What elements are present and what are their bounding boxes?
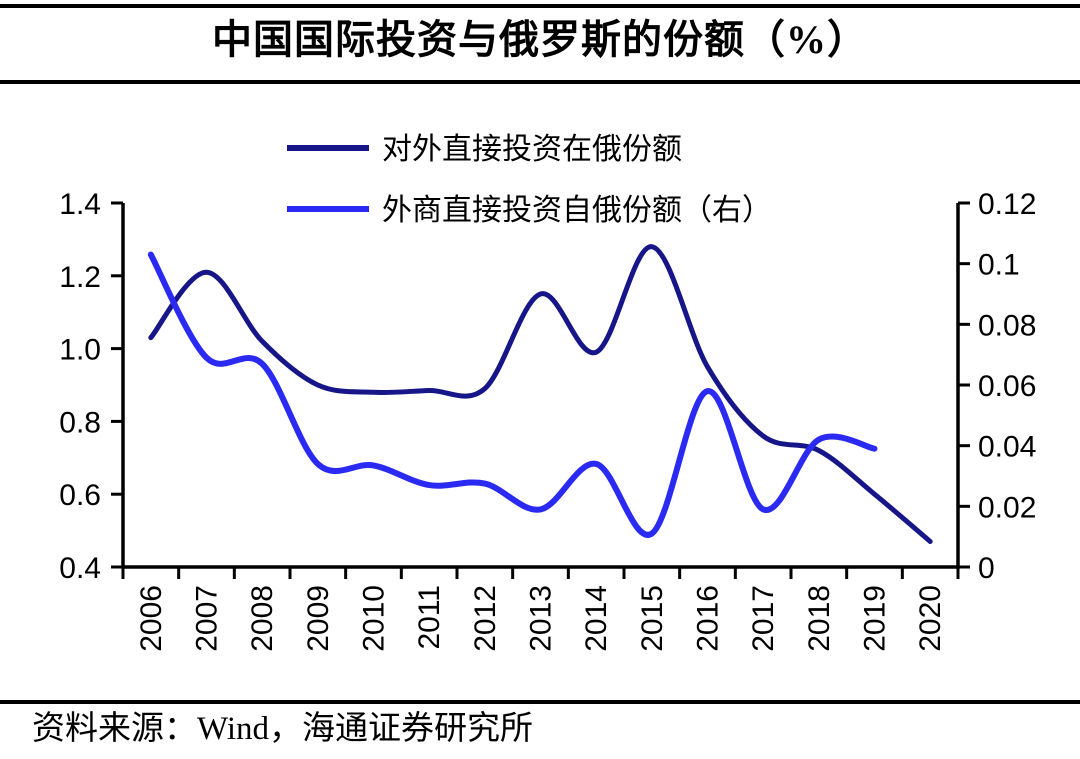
y-axis-left-tick-label: 1.4: [59, 188, 101, 221]
y-axis-left-tick-label: 0.8: [59, 406, 101, 439]
x-axis-year-label: 2014: [580, 585, 613, 652]
y-axis-right-tick-label: 0.1: [978, 249, 1020, 282]
title-rule: [0, 80, 1080, 84]
y-axis-right-tick-label: 0.12: [978, 188, 1036, 221]
y-axis-left-tick-label: 0.4: [59, 552, 101, 585]
y-axis-right-tick-label: 0.06: [978, 370, 1036, 403]
y-axis-left-tick-label: 1.0: [59, 334, 101, 367]
x-axis-year-label: 2009: [302, 585, 335, 652]
x-axis-year-label: 2013: [525, 585, 558, 652]
x-axis-year-label: 2018: [803, 585, 836, 652]
legend-label-dark: 对外直接投资在俄份额: [382, 133, 682, 166]
y-axis-left-tick-label: 1.2: [59, 261, 101, 294]
x-axis-year-label: 2006: [135, 585, 168, 652]
x-axis-year-label: 2015: [636, 585, 669, 652]
series-line-light: [147, 251, 878, 538]
legend: 对外直接投资在俄份额 外商直接投资自俄份额（右）: [287, 133, 772, 227]
legend-label-light: 外商直接投资自俄份额（右）: [382, 194, 772, 227]
x-axis-year-label: 2008: [246, 585, 279, 652]
series-line-dark: [148, 244, 933, 544]
y-axis-right-tick-label: 0.04: [978, 431, 1036, 464]
axes-layer: 1.4 1.2 1.0 0.8 0.6 0.4 0.12 0.1 0.08 0.06 0.04 0.0…: [59, 188, 1036, 652]
x-axis-year-label: 2017: [747, 585, 780, 652]
top-rule: [0, 4, 1080, 8]
y-axis-right-tick-label: 0: [978, 552, 995, 585]
chart-title: 中国国际投资与俄罗斯的份额（%）: [212, 17, 868, 62]
series-layer: [147, 244, 933, 544]
x-axis-year-label: 2007: [191, 585, 224, 652]
y-axis-right-tick-label: 0.02: [978, 491, 1036, 524]
x-axis-year-label: 2019: [859, 585, 892, 652]
y-axis-left-tick-label: 0.6: [59, 479, 101, 512]
x-axis-year-label: 2011: [413, 585, 446, 650]
x-axis-year-label: 2012: [469, 585, 502, 652]
x-axis-year-label: 2016: [692, 585, 725, 652]
footer-rule: [0, 700, 1080, 704]
x-axis-year-label: 2010: [358, 585, 391, 652]
source-note: 资料来源：Wind，海通证券研究所: [32, 711, 533, 747]
y-axis-right-tick-label: 0.08: [978, 309, 1036, 342]
x-axis-year-label: 2020: [914, 585, 947, 652]
